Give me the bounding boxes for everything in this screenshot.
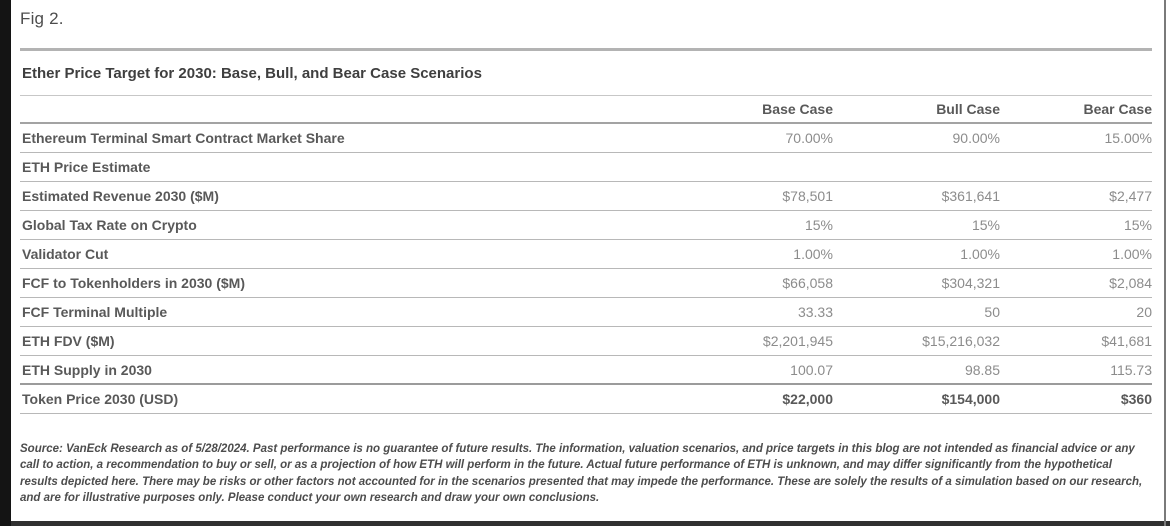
row-label: Ethereum Terminal Smart Contract Market …	[22, 130, 345, 146]
row-value-bear: 15%	[1123, 217, 1152, 233]
row-value-bear: 15.00%	[1104, 130, 1152, 146]
row-value-base: $78,501	[782, 188, 833, 204]
table-row: FCF to Tokenholders in 2030 ($M) $66,058…	[20, 269, 1152, 298]
row-label: FCF Terminal Multiple	[22, 304, 168, 320]
row-value-bear: $41,681	[1101, 333, 1152, 349]
row-value-bear: 20	[1136, 304, 1152, 320]
figure-container: Fig 2. Ether Price Target for 2030: Base…	[20, 0, 1152, 506]
row-label: Validator Cut	[22, 246, 109, 262]
row-value-bull: 50	[984, 304, 1000, 320]
table-row: Validator Cut 1.00% 1.00% 1.00%	[20, 240, 1152, 269]
row-value-bull: $304,321	[941, 275, 1000, 291]
row-value-base: 70.00%	[785, 130, 833, 146]
row-value-base: 100.07	[790, 361, 833, 378]
figure-label: Fig 2.	[20, 9, 64, 28]
row-value-bear: 115.73	[1110, 361, 1152, 378]
table-header-row: Base Case Bull Case Bear Case	[20, 96, 1152, 124]
row-value-bear: $360	[1120, 391, 1152, 407]
screenshot-right-edge	[1164, 0, 1166, 526]
table-row: Estimated Revenue 2030 ($M) $78,501 $361…	[20, 182, 1152, 211]
row-label: Global Tax Rate on Crypto	[22, 217, 197, 233]
screenshot-bottom-edge	[0, 521, 1170, 526]
table-row: Ethereum Terminal Smart Contract Market …	[20, 124, 1152, 153]
table-row: Global Tax Rate on Crypto 15% 15% 15%	[20, 211, 1152, 240]
header-cell-bear-case: Bear Case	[1083, 101, 1153, 117]
row-value-base: $66,058	[782, 275, 833, 291]
row-value-bull: 1.00%	[960, 246, 1000, 262]
table-title: Ether Price Target for 2030: Base, Bull,…	[20, 51, 1152, 96]
table-row: ETH Supply in 2030 100.07 98.85 115.73	[20, 356, 1152, 385]
row-value-base: 1.00%	[793, 246, 833, 262]
table-row-total: Token Price 2030 (USD) $22,000 $154,000 …	[20, 385, 1152, 414]
row-label: ETH FDV ($M)	[22, 333, 115, 349]
screenshot-left-edge	[0, 0, 11, 526]
table-row: FCF Terminal Multiple 33.33 50 20	[20, 298, 1152, 327]
row-label: ETH Supply in 2030	[22, 361, 152, 378]
row-value-bull: $15,216,032	[922, 333, 1000, 349]
row-value-base: 15%	[804, 217, 833, 233]
row-value-base: 33.33	[797, 304, 833, 320]
row-value-bull: 90.00%	[952, 130, 1000, 146]
source-disclaimer: Source: VanEck Research as of 5/28/2024.…	[20, 443, 1143, 504]
row-label: Estimated Revenue 2030 ($M)	[22, 188, 219, 204]
header-cell-base-case: Base Case	[762, 101, 833, 117]
row-value-base: $2,201,945	[762, 333, 833, 349]
row-value-bear: $2,477	[1109, 188, 1152, 204]
row-value-bear: $2,084	[1109, 275, 1152, 291]
row-label: ETH Price Estimate	[22, 159, 151, 175]
row-value-bear: 1.00%	[1112, 246, 1152, 262]
header-cell-bull-case: Bull Case	[936, 101, 1000, 117]
row-label: FCF to Tokenholders in 2030 ($M)	[22, 275, 245, 291]
row-value-bull: 98.85	[964, 361, 1000, 378]
row-value-bull: $361,641	[941, 188, 1000, 204]
table-row: ETH Price Estimate	[20, 153, 1152, 182]
row-value-bull: 15%	[971, 217, 1000, 233]
scenario-table: Ether Price Target for 2030: Base, Bull,…	[20, 48, 1152, 414]
row-label: Token Price 2030 (USD)	[22, 391, 179, 407]
row-value-bull: $154,000	[941, 391, 1000, 407]
row-value-base: $22,000	[782, 391, 833, 407]
table-row: ETH FDV ($M) $2,201,945 $15,216,032 $41,…	[20, 327, 1152, 356]
